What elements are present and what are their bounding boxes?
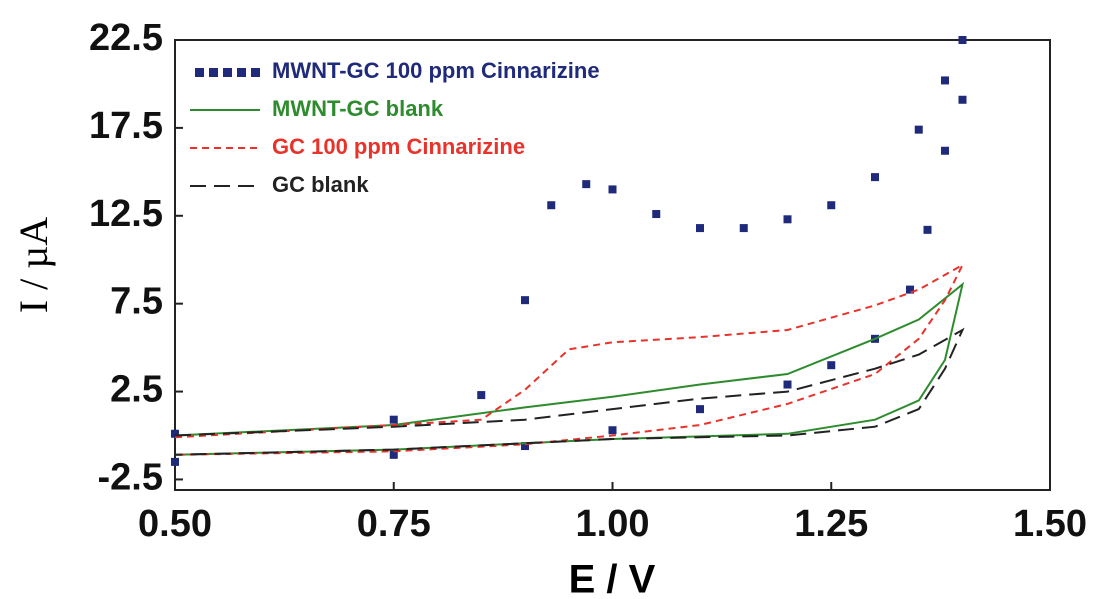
data-point bbox=[521, 442, 529, 451]
x-tick-label: 1.50 bbox=[1013, 503, 1087, 545]
data-point bbox=[171, 457, 179, 466]
legend-label: GC 100 ppm Cinnarizine bbox=[272, 134, 525, 159]
data-point bbox=[521, 296, 529, 305]
data-point bbox=[958, 36, 967, 44]
data-point bbox=[547, 201, 556, 210]
data-point bbox=[477, 391, 486, 400]
series-line bbox=[174, 327, 965, 456]
data-point bbox=[389, 450, 398, 459]
data-point bbox=[958, 95, 967, 104]
legend-label: MWNT-GC blank bbox=[272, 96, 444, 121]
data-point bbox=[608, 426, 617, 435]
legend-marker bbox=[209, 68, 218, 77]
y-tick-label: 22.5 bbox=[89, 17, 163, 59]
data-point bbox=[941, 146, 949, 155]
x-tick-label: 1.25 bbox=[794, 503, 868, 545]
data-point bbox=[783, 380, 792, 389]
legend-marker bbox=[195, 68, 204, 77]
legend-label: MWNT-GC 100 ppm Cinnarizine bbox=[272, 58, 600, 83]
y-axis-label: I / µA bbox=[11, 217, 56, 313]
series-line bbox=[174, 262, 965, 456]
data-point bbox=[941, 76, 949, 85]
data-point bbox=[923, 225, 932, 234]
legend-label: GC blank bbox=[272, 172, 369, 197]
y-tick-label: 17.5 bbox=[89, 105, 163, 147]
data-point bbox=[652, 210, 661, 219]
data-point bbox=[389, 415, 398, 424]
data-point bbox=[783, 215, 792, 224]
data-point bbox=[827, 361, 836, 370]
data-point bbox=[582, 180, 591, 189]
x-tick-label: 0.50 bbox=[138, 503, 212, 545]
data-point bbox=[696, 224, 704, 233]
data-point bbox=[171, 429, 179, 438]
legend-marker bbox=[237, 68, 246, 77]
data-point bbox=[696, 405, 704, 414]
x-axis-label: E / V bbox=[569, 558, 656, 599]
data-point bbox=[871, 173, 879, 182]
x-tick-label: 0.75 bbox=[357, 503, 431, 545]
data-point bbox=[914, 125, 923, 134]
legend-marker bbox=[223, 68, 232, 77]
legend-marker bbox=[251, 68, 260, 77]
y-tick-label: -2.5 bbox=[98, 456, 163, 498]
y-tick-label: 12.5 bbox=[89, 193, 163, 235]
data-point bbox=[906, 285, 914, 294]
y-tick-label: 2.5 bbox=[110, 369, 163, 411]
x-tick-label: 1.00 bbox=[576, 503, 650, 545]
data-point bbox=[608, 185, 617, 194]
y-tick-label: 7.5 bbox=[110, 281, 163, 323]
data-point bbox=[739, 224, 748, 233]
data-point bbox=[827, 201, 836, 210]
